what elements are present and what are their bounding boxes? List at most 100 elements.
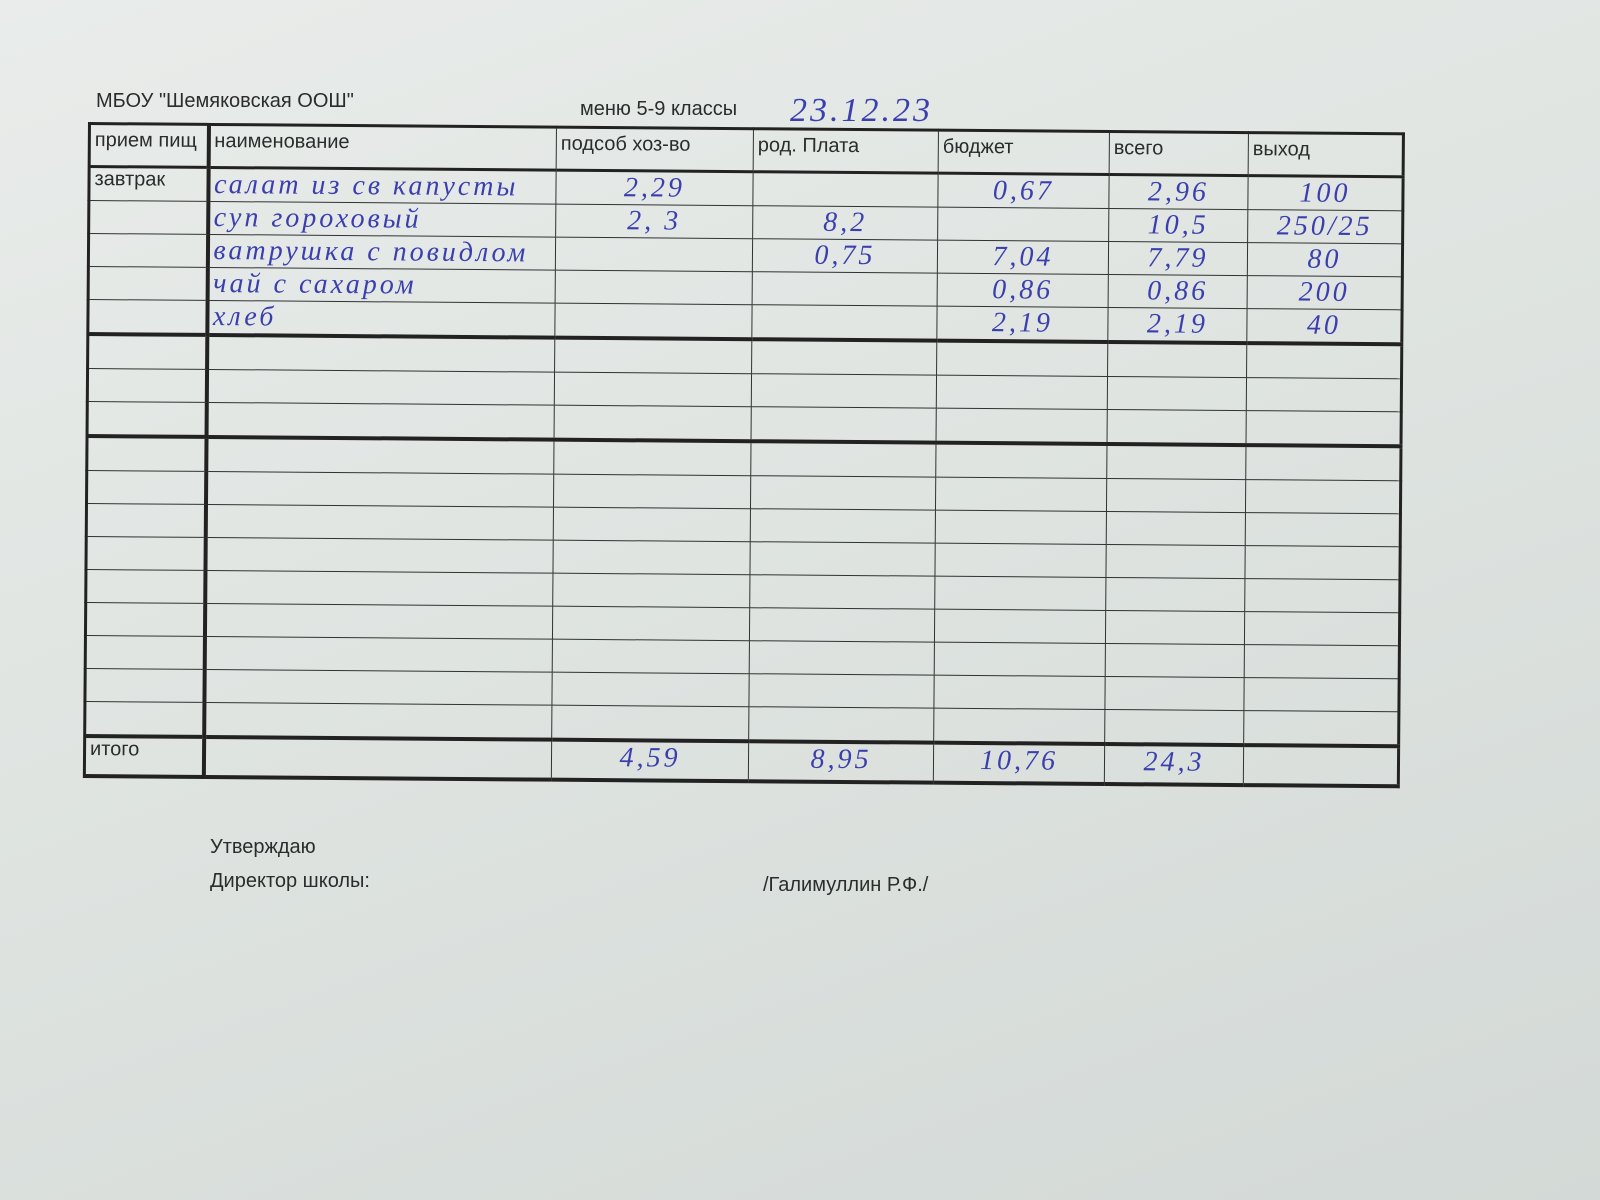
empty-cell — [935, 510, 1107, 545]
cell-name: ватрушка с повидлом — [207, 234, 556, 271]
cell-budget: 0,86 — [937, 273, 1109, 308]
empty-cell — [933, 708, 1105, 745]
empty-cell — [551, 705, 749, 742]
total-total: 24,3 — [1104, 744, 1244, 786]
empty-cell — [751, 339, 937, 376]
empty-cell — [934, 609, 1106, 644]
empty-cell — [204, 570, 553, 607]
cell-total: 0,86 — [1108, 274, 1248, 309]
menu-date: 23.12.23 — [790, 92, 933, 129]
empty-cell — [1246, 343, 1402, 379]
empty-cell — [86, 503, 206, 538]
cell-total: 7,79 — [1108, 241, 1248, 276]
cell-yield: 200 — [1247, 275, 1403, 310]
cell-name-value: салат из св капусты — [213, 168, 519, 203]
empty-cell — [1243, 710, 1399, 747]
empty-cell — [748, 673, 935, 709]
empty-cell — [1244, 611, 1400, 646]
empty-cell — [84, 701, 204, 737]
cell-budget: 2,19 — [936, 306, 1109, 343]
school-name: МБОУ "Шемяковская ООШ" — [96, 90, 354, 112]
cell-yield: 100 — [1247, 175, 1404, 211]
cell-parent — [751, 304, 938, 341]
empty-cell — [1107, 409, 1247, 446]
cell-total: 10,5 — [1108, 208, 1248, 243]
col-header: подсоб хоз-во — [556, 127, 754, 172]
empty-cell — [749, 640, 935, 676]
empty-cell — [205, 471, 554, 508]
cell-budget: 7,04 — [937, 240, 1109, 275]
total-farm: 4,59 — [551, 739, 749, 782]
col-header: выход — [1248, 132, 1404, 177]
cell-total-value: 2,96 — [1147, 176, 1210, 208]
cell-total-value: 10,5 — [1147, 209, 1209, 241]
empty-cell — [750, 441, 937, 478]
cell-name-value: чай с сахаром — [213, 267, 417, 301]
empty-cell — [1105, 643, 1245, 678]
director-label: Директор школы: — [210, 870, 370, 892]
empty-cell — [751, 406, 937, 443]
empty-cell — [933, 675, 1106, 710]
empty-cell — [86, 470, 206, 505]
cell-parent — [752, 171, 939, 208]
empty-cell — [85, 569, 205, 604]
meal-cell — [87, 299, 208, 335]
cell-yield-value: 200 — [1298, 276, 1350, 308]
cell-farm — [555, 270, 753, 305]
cell-name-value: хлеб — [212, 300, 277, 333]
total-label: итого — [84, 735, 204, 777]
cell-total: 2,19 — [1107, 307, 1248, 344]
empty-cell — [1106, 478, 1246, 513]
empty-cell — [554, 337, 752, 374]
empty-cell — [203, 669, 553, 706]
empty-cell — [1106, 444, 1246, 480]
empty-cell — [206, 402, 555, 440]
empty-cell — [552, 606, 750, 641]
cell-yield-value: 100 — [1299, 177, 1351, 209]
cell-yield-value: 40 — [1306, 309, 1342, 341]
menu-table: прием пищ наименование подсоб хоз-во род… — [82, 122, 1405, 789]
cell-budget — [937, 207, 1109, 242]
empty-cell — [934, 543, 1107, 578]
cell-farm-value — [560, 304, 748, 305]
empty-cell — [751, 373, 937, 409]
empty-cell — [1245, 410, 1402, 447]
cell-parent-value — [757, 305, 933, 306]
empty-cell — [552, 573, 750, 608]
cell-yield-value: 250/25 — [1276, 210, 1373, 243]
col-header: бюджет — [938, 130, 1110, 175]
empty-cell — [552, 540, 751, 575]
empty-cell — [750, 475, 936, 511]
empty-cell — [87, 368, 207, 403]
cell-total: 2,96 — [1108, 174, 1249, 210]
empty-cell — [86, 436, 207, 472]
total-yield — [1243, 745, 1399, 787]
cell-name: чай с сахаром — [207, 267, 556, 304]
empty-cell — [552, 639, 750, 674]
empty-cell — [85, 536, 206, 571]
cell-name: хлеб — [206, 300, 556, 338]
cell-name: салат из св капусты — [207, 167, 557, 205]
empty-cell — [935, 442, 1108, 479]
empty-cell — [749, 574, 935, 610]
cell-farm-value: 2,29 — [623, 172, 686, 204]
meal-cell — [88, 266, 208, 301]
meal-cell — [88, 233, 208, 268]
empty-cell — [936, 375, 1108, 410]
empty-cell — [1246, 377, 1402, 412]
cell-farm-value — [560, 238, 748, 239]
cell-name: суп гороховый — [207, 201, 556, 238]
empty-cell — [1107, 376, 1247, 411]
meal-cell: завтрак — [88, 166, 209, 202]
cell-farm: 2, 3 — [555, 204, 753, 239]
empty-cell — [1106, 511, 1246, 546]
empty-cell — [934, 642, 1106, 677]
col-header: прием пищ — [89, 123, 209, 168]
cell-budget-value: 7,04 — [992, 241, 1054, 273]
menu-label: меню 5-9 классы — [580, 98, 738, 120]
cell-farm-value: 2, 3 — [627, 205, 682, 237]
empty-cell — [551, 672, 750, 707]
empty-cell — [748, 706, 934, 743]
empty-cell — [85, 602, 205, 637]
empty-cell — [87, 401, 207, 437]
